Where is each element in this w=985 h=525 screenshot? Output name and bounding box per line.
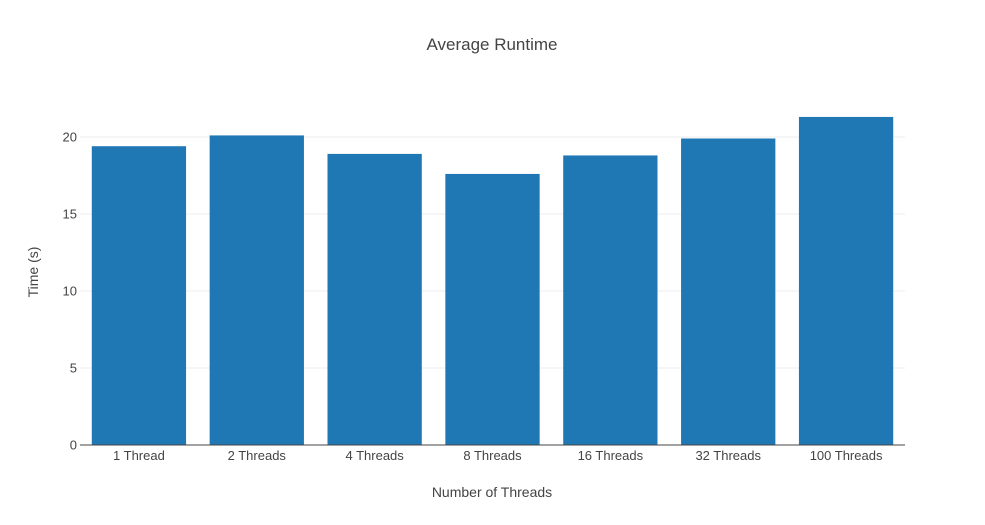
bar[interactable] bbox=[798, 116, 894, 446]
y-tick-label: 15 bbox=[63, 206, 77, 221]
x-tick-label: 100 Threads bbox=[810, 448, 883, 463]
y-tick-labels: 0 5 10 15 20 bbox=[63, 129, 77, 452]
bar[interactable] bbox=[563, 155, 658, 446]
y-tick-label: 10 bbox=[63, 283, 77, 298]
chart-title: Average Runtime bbox=[426, 35, 557, 54]
bar[interactable] bbox=[445, 173, 540, 445]
y-tick-label: 5 bbox=[70, 360, 77, 375]
y-axis-title: Time (s) bbox=[25, 247, 41, 298]
x-tick-label: 8 Threads bbox=[463, 448, 522, 463]
y-tick-label: 0 bbox=[70, 438, 77, 453]
x-tick-labels: 1 Thread 2 Threads 4 Threads 8 Threads 16 Th… bbox=[113, 448, 883, 463]
y-tick-label: 20 bbox=[63, 129, 77, 144]
x-tick-label: 4 Threads bbox=[345, 448, 404, 463]
x-axis-title: Number of Threads bbox=[432, 484, 552, 500]
bar[interactable] bbox=[681, 138, 776, 446]
bar[interactable] bbox=[209, 135, 304, 445]
bars bbox=[91, 116, 894, 446]
bar[interactable] bbox=[91, 146, 187, 445]
x-tick-label: 32 Threads bbox=[695, 448, 761, 463]
bar[interactable] bbox=[327, 153, 422, 445]
x-tick-label: 1 Thread bbox=[113, 448, 165, 463]
x-tick-label: 16 Threads bbox=[578, 448, 644, 463]
x-tick-label: 2 Threads bbox=[228, 448, 287, 463]
